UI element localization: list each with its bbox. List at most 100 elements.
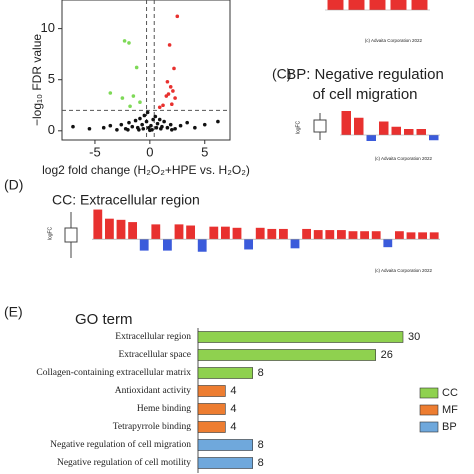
box-plot-d	[64, 212, 78, 258]
bar	[302, 228, 312, 240]
category-label: Extracellular space	[118, 350, 191, 360]
bar	[232, 227, 242, 240]
point	[120, 96, 125, 100]
point	[193, 125, 197, 130]
point	[170, 102, 174, 107]
point	[151, 117, 155, 122]
y-tick-label: 0	[48, 122, 55, 137]
point	[153, 114, 158, 119]
bar	[390, 0, 407, 11]
panel-label: (C)	[272, 66, 291, 82]
panel-title: CC: Extracellular region	[52, 192, 200, 208]
point	[127, 41, 131, 45]
point	[138, 100, 142, 104]
point	[162, 119, 166, 124]
copyright: (c) Advaita Corporation 2022	[375, 156, 433, 161]
point	[165, 79, 170, 84]
y-axis-label: logFC	[47, 226, 53, 240]
box-plot-c	[313, 113, 327, 140]
bar	[429, 135, 439, 141]
category-label: Negative regulation of cell migration	[50, 439, 191, 450]
x-tick-label: -5	[89, 144, 101, 159]
bar	[186, 225, 196, 240]
bar	[341, 111, 351, 135]
plot-frame	[61, 0, 231, 141]
point	[167, 43, 172, 47]
copyright: (c) Advaita Corporation 2022	[365, 38, 423, 43]
point	[171, 89, 175, 93]
point	[165, 125, 170, 130]
category-label: Collagen-containing extracellular matrix	[36, 368, 191, 378]
legend-swatch	[419, 404, 439, 416]
point	[168, 85, 173, 89]
bar	[360, 231, 370, 240]
bar	[197, 385, 226, 397]
bar	[278, 228, 288, 240]
point	[140, 122, 144, 127]
point	[173, 96, 177, 100]
bar	[220, 226, 230, 240]
category-label: Extracellular region	[115, 332, 191, 342]
category-label: Antioxidant activity	[115, 386, 192, 396]
point	[172, 66, 176, 71]
bar	[197, 457, 253, 469]
point	[126, 127, 130, 132]
point	[148, 128, 152, 133]
bar	[197, 367, 253, 379]
point	[128, 104, 132, 109]
point	[130, 124, 135, 129]
panel-label: (E)	[4, 304, 23, 320]
point	[137, 127, 141, 132]
y-tick-label: 5	[48, 71, 55, 86]
point	[149, 123, 153, 128]
x-tick-label: 0	[146, 144, 153, 159]
bar	[379, 121, 389, 135]
point	[131, 94, 136, 98]
bar	[162, 239, 172, 251]
bar	[354, 117, 364, 135]
point	[108, 123, 113, 128]
bar	[411, 0, 428, 10]
value-label: 8	[258, 439, 264, 451]
bar	[290, 239, 300, 249]
value-label: 4	[230, 385, 236, 397]
bar	[174, 224, 184, 240]
chart-title: GO term	[75, 311, 133, 328]
bar	[139, 239, 149, 251]
point	[175, 14, 180, 19]
bar	[366, 135, 376, 141]
bar	[197, 421, 226, 433]
point	[178, 123, 183, 128]
value-label: 8	[258, 367, 264, 379]
point	[145, 110, 150, 115]
point	[138, 116, 142, 121]
bar	[383, 239, 393, 248]
bar	[394, 231, 404, 240]
legend-label: BP	[442, 421, 457, 433]
bar	[244, 239, 254, 250]
point	[154, 125, 159, 130]
x-tick-label: 5	[201, 144, 208, 159]
bar	[116, 219, 126, 240]
bar	[348, 0, 365, 10]
bar	[429, 232, 439, 240]
bar	[209, 226, 219, 240]
point	[87, 126, 92, 131]
bar	[104, 218, 114, 240]
y-axis-label: −log₁₀ FDR value	[30, 34, 44, 126]
bar	[197, 239, 207, 252]
bar	[128, 222, 138, 240]
value-label: 4	[230, 421, 236, 433]
point	[216, 119, 220, 124]
point	[141, 126, 146, 131]
bar	[348, 231, 358, 240]
point	[142, 113, 147, 118]
point	[159, 126, 163, 131]
legend-swatch	[419, 387, 439, 399]
category-label: Tetrapyrrole binding	[113, 422, 191, 432]
point	[119, 122, 124, 127]
point	[144, 119, 149, 124]
bar	[369, 0, 386, 10]
bar	[197, 439, 253, 451]
